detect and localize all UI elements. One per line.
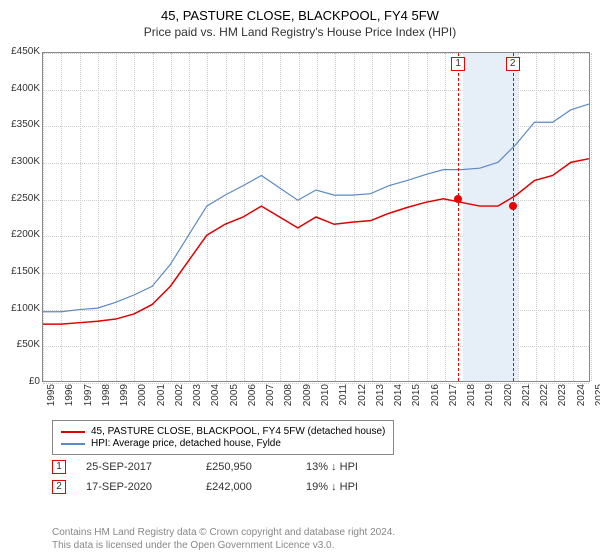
page-title: 45, PASTURE CLOSE, BLACKPOOL, FY4 5FW — [0, 0, 600, 23]
sale-date: 17-SEP-2020 — [86, 481, 206, 493]
y-tick-label: £350K — [2, 119, 40, 130]
y-tick-label: £300K — [2, 156, 40, 167]
legend-label: 45, PASTURE CLOSE, BLACKPOOL, FY4 5FW (d… — [91, 426, 385, 437]
sale-price: £250,950 — [206, 461, 306, 473]
x-tick-label: 2000 — [137, 384, 148, 416]
sale-dot — [454, 195, 462, 203]
sale-marker-icon: 2 — [52, 480, 66, 494]
sale-vline — [513, 53, 514, 381]
y-tick-label: £250K — [2, 193, 40, 204]
x-tick-label: 2017 — [448, 384, 459, 416]
chart-area: 12 — [42, 52, 590, 382]
x-tick-label: 2007 — [265, 384, 276, 416]
sale-date: 25-SEP-2017 — [86, 461, 206, 473]
x-tick-label: 2005 — [229, 384, 240, 416]
x-tick-label: 2022 — [539, 384, 550, 416]
x-tick-label: 2016 — [430, 384, 441, 416]
series-line-hpi — [43, 104, 589, 312]
sale-marker-label: 2 — [506, 57, 520, 71]
y-tick-label: £50K — [2, 339, 40, 350]
y-tick-label: £450K — [2, 46, 40, 57]
x-tick-label: 2021 — [521, 384, 532, 416]
x-tick-label: 1995 — [46, 384, 57, 416]
sale-delta: 13% ↓ HPI — [306, 461, 406, 473]
sale-dot — [509, 202, 517, 210]
y-tick-label: £100K — [2, 303, 40, 314]
table-row: 2 17-SEP-2020 £242,000 19% ↓ HPI — [52, 480, 406, 494]
x-tick-label: 2001 — [156, 384, 167, 416]
x-tick-label: 1998 — [101, 384, 112, 416]
x-tick-label: 1997 — [83, 384, 94, 416]
y-tick-label: £150K — [2, 266, 40, 277]
y-tick-label: £0 — [2, 376, 40, 387]
sale-delta: 19% ↓ HPI — [306, 481, 406, 493]
sale-marker-label: 1 — [451, 57, 465, 71]
legend-swatch — [61, 431, 85, 433]
x-tick-label: 2023 — [557, 384, 568, 416]
page-subtitle: Price paid vs. HM Land Registry's House … — [0, 23, 600, 39]
sales-table: 1 25-SEP-2017 £250,950 13% ↓ HPI 2 17-SE… — [52, 460, 406, 500]
x-tick-label: 2009 — [302, 384, 313, 416]
legend-item: HPI: Average price, detached house, Fyld… — [61, 438, 385, 449]
x-tick-label: 2014 — [393, 384, 404, 416]
x-tick-label: 2013 — [375, 384, 386, 416]
x-tick-label: 2006 — [247, 384, 258, 416]
table-row: 1 25-SEP-2017 £250,950 13% ↓ HPI — [52, 460, 406, 474]
x-tick-label: 2002 — [174, 384, 185, 416]
sale-vline — [458, 53, 459, 381]
series-line-price_paid — [43, 159, 589, 324]
x-tick-label: 2004 — [210, 384, 221, 416]
x-tick-label: 2020 — [503, 384, 514, 416]
legend-label: HPI: Average price, detached house, Fyld… — [91, 438, 281, 449]
footer-line: Contains HM Land Registry data © Crown c… — [52, 526, 395, 539]
x-tick-label: 2003 — [192, 384, 203, 416]
sale-marker-icon: 1 — [52, 460, 66, 474]
x-tick-label: 2019 — [484, 384, 495, 416]
x-tick-label: 2025 — [594, 384, 600, 416]
footer: Contains HM Land Registry data © Crown c… — [52, 526, 395, 552]
x-tick-label: 2010 — [320, 384, 331, 416]
x-tick-label: 1999 — [119, 384, 130, 416]
x-tick-label: 2018 — [466, 384, 477, 416]
x-tick-label: 2012 — [357, 384, 368, 416]
y-tick-label: £400K — [2, 83, 40, 94]
legend-item: 45, PASTURE CLOSE, BLACKPOOL, FY4 5FW (d… — [61, 426, 385, 437]
gridline — [591, 53, 592, 381]
x-tick-label: 1996 — [64, 384, 75, 416]
x-tick-label: 2008 — [283, 384, 294, 416]
x-tick-label: 2024 — [576, 384, 587, 416]
legend: 45, PASTURE CLOSE, BLACKPOOL, FY4 5FW (d… — [52, 420, 394, 455]
y-tick-label: £200K — [2, 229, 40, 240]
footer-line: This data is licensed under the Open Gov… — [52, 539, 395, 552]
sale-price: £242,000 — [206, 481, 306, 493]
legend-swatch — [61, 443, 85, 445]
x-tick-label: 2015 — [411, 384, 422, 416]
x-tick-label: 2011 — [338, 384, 349, 416]
